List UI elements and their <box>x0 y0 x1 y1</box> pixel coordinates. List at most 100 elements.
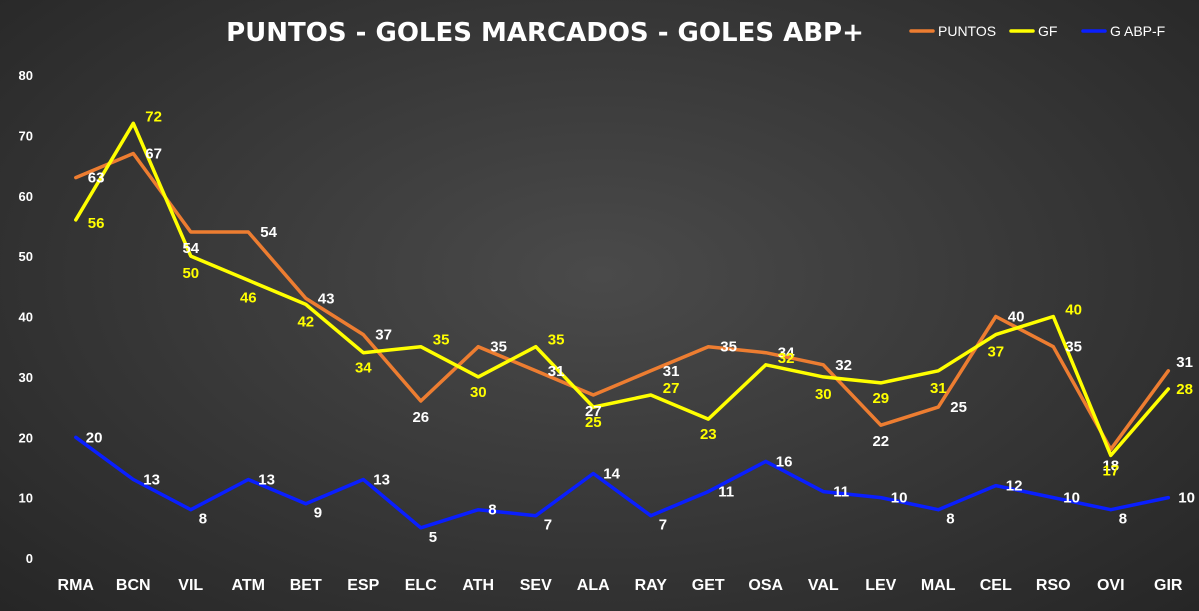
data-label-puntos: 25 <box>950 399 967 416</box>
data-label-g-abp-f: 5 <box>429 529 437 546</box>
y-tick-label: 30 <box>19 370 33 385</box>
y-tick-label: 0 <box>26 551 33 566</box>
data-label-puntos: 18 <box>1102 457 1119 474</box>
x-tick-label: ATM <box>232 577 265 594</box>
data-label-gf: 28 <box>1176 381 1193 398</box>
chart-title: PUNTOS - GOLES MARCADOS - GOLES ABP+ <box>226 18 864 48</box>
x-tick-label: ESP <box>347 577 379 594</box>
data-label-gf: 27 <box>663 380 680 397</box>
data-label-puntos: 34 <box>778 345 795 362</box>
data-label-gf: 35 <box>433 332 450 349</box>
data-label-g-abp-f: 9 <box>314 505 322 522</box>
data-label-puntos: 67 <box>145 146 162 163</box>
legend-label: GF <box>1038 23 1057 39</box>
data-label-gf: 30 <box>470 384 487 401</box>
data-label-g-abp-f: 8 <box>199 511 207 528</box>
data-label-g-abp-f: 13 <box>143 472 160 489</box>
x-tick-label: ALA <box>577 577 610 594</box>
data-label-puntos: 22 <box>872 433 889 450</box>
y-tick-label: 10 <box>19 491 33 506</box>
data-label-puntos: 32 <box>835 357 852 374</box>
data-label-gf: 35 <box>548 332 565 349</box>
data-label-gf: 34 <box>355 360 372 377</box>
x-tick-label: OVI <box>1097 577 1125 594</box>
data-label-g-abp-f: 7 <box>544 517 552 534</box>
y-axis: 0 10 20 30 40 50 60 70 80 <box>19 68 33 566</box>
x-tick-label: MAL <box>921 577 956 594</box>
data-label-g-abp-f: 8 <box>1119 511 1127 528</box>
x-tick-label: RAY <box>635 577 668 594</box>
legend-label: G ABP-F <box>1110 23 1165 39</box>
data-label-gf: 31 <box>930 380 947 397</box>
series-line-g-abp-f <box>74 435 1171 530</box>
data-label-g-abp-f: 20 <box>86 429 103 446</box>
data-label-g-abp-f: 10 <box>891 490 908 507</box>
x-tick-label: GIR <box>1154 577 1183 594</box>
x-tick-label: ELC <box>405 577 437 594</box>
series-layer <box>74 121 1171 530</box>
x-tick-label: SEV <box>520 577 552 594</box>
data-label-gf: 46 <box>240 289 257 306</box>
data-label-g-abp-f: 13 <box>258 472 275 489</box>
data-label-gf: 40 <box>1065 302 1082 319</box>
data-label-g-abp-f: 16 <box>776 453 793 470</box>
data-label-gf: 56 <box>88 215 105 232</box>
x-tick-label: CEL <box>980 577 1012 594</box>
data-label-g-abp-f: 8 <box>946 511 954 528</box>
data-label-gf: 32 <box>778 350 795 367</box>
x-tick-label: VIL <box>178 577 203 594</box>
data-label-gf: 42 <box>297 313 314 330</box>
data-label-gf: 30 <box>815 386 832 403</box>
data-label-gf: 17 <box>1102 462 1119 479</box>
data-label-puntos: 40 <box>1008 309 1025 326</box>
legend: PUNTOS GF G ABP-F <box>909 23 1165 39</box>
data-label-gf: 72 <box>145 108 162 125</box>
x-tick-label: BCN <box>116 577 151 594</box>
x-tick-label: GET <box>692 577 725 594</box>
data-label-puntos: 54 <box>182 240 199 257</box>
y-tick-label: 40 <box>19 310 33 325</box>
x-tick-label: RMA <box>58 577 95 594</box>
data-label-puntos: 31 <box>1176 354 1193 371</box>
x-tick-label: VAL <box>808 577 839 594</box>
legend-label: PUNTOS <box>938 23 996 39</box>
y-tick-label: 20 <box>19 430 33 445</box>
data-label-puntos: 31 <box>663 363 680 380</box>
data-label-g-abp-f: 7 <box>659 517 667 534</box>
y-tick-label: 50 <box>19 249 33 264</box>
x-tick-label: RSO <box>1036 577 1071 594</box>
data-label-g-abp-f: 11 <box>718 484 734 501</box>
data-label-puntos: 26 <box>412 409 429 426</box>
y-tick-label: 60 <box>19 189 33 204</box>
data-label-g-abp-f: 12 <box>1006 478 1023 495</box>
data-label-gf: 50 <box>182 265 199 282</box>
data-label-gf: 23 <box>700 426 717 443</box>
series-line-puntos <box>74 151 1171 452</box>
data-label-gf: 37 <box>987 344 1004 361</box>
data-label-puntos: 35 <box>490 339 507 356</box>
x-tick-label: OSA <box>748 577 783 594</box>
data-label-puntos: 43 <box>318 290 335 307</box>
x-tick-label: BET <box>290 577 322 594</box>
data-label-g-abp-f: 10 <box>1178 490 1195 507</box>
data-label-g-abp-f: 13 <box>373 472 390 489</box>
x-tick-label: LEV <box>865 577 896 594</box>
data-label-g-abp-f: 8 <box>488 502 496 519</box>
data-label-g-abp-f: 10 <box>1063 490 1080 507</box>
y-tick-label: 80 <box>19 68 33 83</box>
x-axis: RMA BCN VIL ATM BET ESP ELC ATH SEV ALA RAY GET OSA V… <box>58 577 1183 594</box>
data-label-puntos: 31 <box>548 363 565 380</box>
data-label-g-abp-f: 14 <box>603 466 620 483</box>
data-label-puntos: 54 <box>260 224 277 241</box>
data-label-puntos: 35 <box>1065 339 1082 356</box>
data-label-g-abp-f: 11 <box>833 484 849 501</box>
data-label-gf: 29 <box>872 390 889 407</box>
y-tick-label: 70 <box>19 128 33 143</box>
x-tick-label: ATH <box>462 577 494 594</box>
data-label-puntos: 27 <box>585 403 602 420</box>
data-label-puntos: 35 <box>720 339 737 356</box>
data-label-puntos: 37 <box>375 327 392 344</box>
data-label-gf: 25 <box>585 414 602 431</box>
